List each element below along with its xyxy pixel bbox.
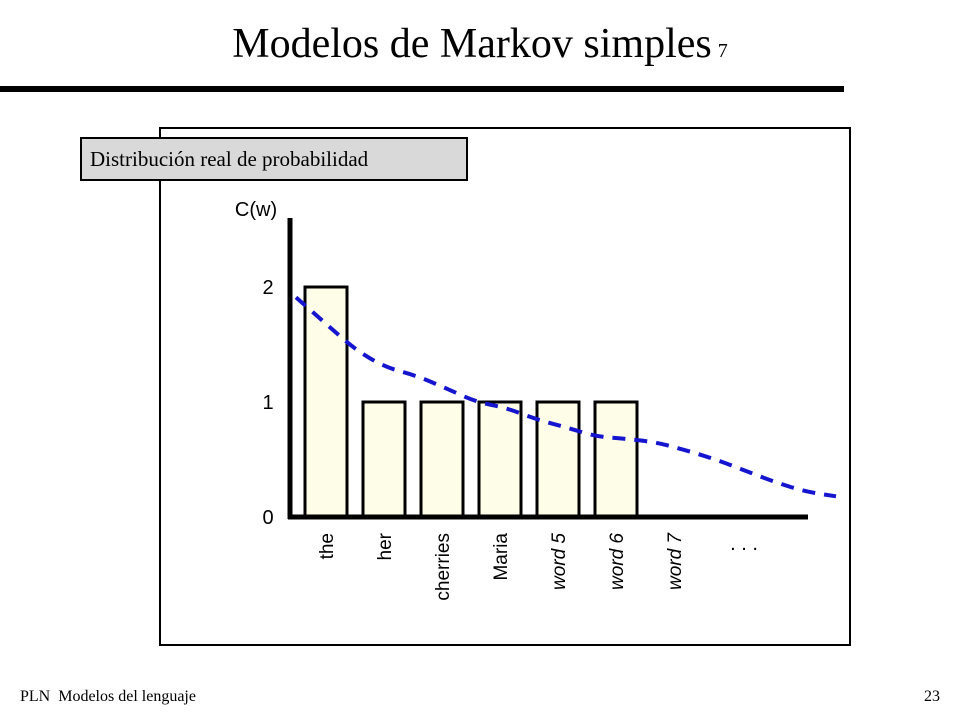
x-tick-label: . . . <box>730 533 758 555</box>
chart-frame <box>159 127 851 646</box>
y-tick-label: 1 <box>262 392 273 414</box>
bar <box>303 285 349 519</box>
x-tick-label: cherries <box>433 533 454 601</box>
smoothed-curve <box>294 295 837 499</box>
y-tick-label: 2 <box>262 277 273 299</box>
footer-course: PLN Modelos del lenguaje <box>20 688 196 705</box>
bar <box>361 400 407 519</box>
title-text: Modelos de Markov simples <box>232 21 712 67</box>
title-subscript: 7 <box>717 40 728 62</box>
slide-title: Modelos de Markov simples 7 <box>0 14 960 81</box>
bar <box>535 400 581 519</box>
x-tick-label: Maria <box>491 533 512 581</box>
y-tick-label: 0 <box>262 507 273 529</box>
page-number: 23 <box>924 688 940 705</box>
x-tick-label: word 6 <box>607 533 628 590</box>
x-tick-label: her <box>375 532 396 560</box>
x-tick-label: the <box>317 533 338 559</box>
bar <box>593 400 639 519</box>
x-tick-label: word 7 <box>665 532 686 590</box>
y-axis-label: C(w) <box>235 199 277 221</box>
bar <box>419 400 465 519</box>
x-tick-label: word 5 <box>549 533 570 590</box>
caption-label: Distribución real de probabilidad <box>80 137 468 181</box>
bar <box>477 400 523 519</box>
title-underline <box>0 86 844 92</box>
